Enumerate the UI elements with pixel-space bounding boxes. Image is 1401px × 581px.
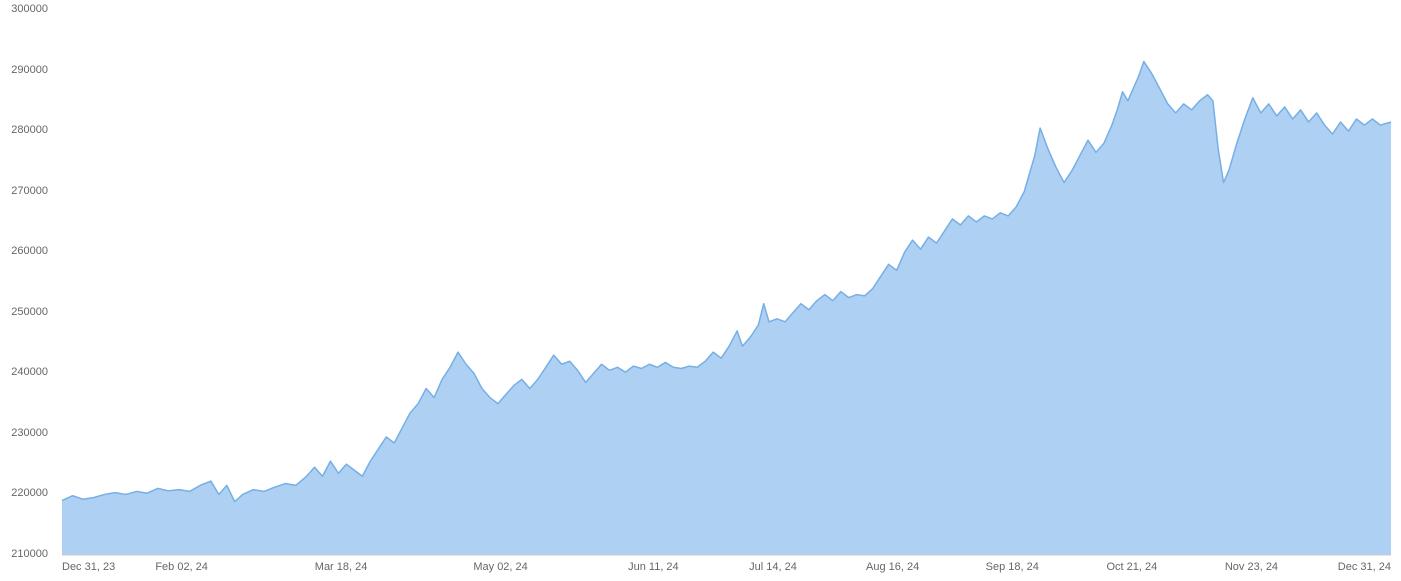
time-series-area-chart: 210000 220000 230000 240000 250000 260000 2700…	[0, 0, 1401, 581]
x-axis-tick-label: Sep 18, 24	[986, 561, 1039, 573]
y-axis-tick-label: 260000	[0, 245, 48, 257]
x-axis-tick-label: Oct 21, 24	[1106, 561, 1157, 573]
y-axis-tick-label: 250000	[0, 306, 48, 318]
area-fill	[62, 61, 1391, 555]
x-axis-tick-label: Dec 31, 23	[62, 561, 115, 573]
y-axis-tick-label: 210000	[0, 548, 48, 560]
x-axis-tick-label: May 02, 24	[473, 561, 527, 573]
x-axis-tick-label: Jun 11, 24	[628, 561, 679, 573]
x-axis-tick-label: Jul 14, 24	[749, 561, 797, 573]
x-axis-tick-label: Aug 16, 24	[866, 561, 919, 573]
y-axis-tick-label: 230000	[0, 427, 48, 439]
y-axis-tick-label: 290000	[0, 64, 48, 76]
x-axis-tick-label: Nov 23, 24	[1225, 561, 1278, 573]
y-axis-tick-label: 220000	[0, 487, 48, 499]
y-axis-tick-label: 270000	[0, 185, 48, 197]
y-axis-tick-label: 240000	[0, 366, 48, 378]
chart-svg	[0, 0, 1401, 581]
x-axis-tick-label: Mar 18, 24	[315, 561, 368, 573]
x-axis-tick-label: Dec 31, 24	[1338, 561, 1391, 573]
x-axis-tick-label: Feb 02, 24	[155, 561, 208, 573]
y-axis-tick-label: 300000	[0, 3, 48, 15]
y-axis-tick-label: 280000	[0, 124, 48, 136]
